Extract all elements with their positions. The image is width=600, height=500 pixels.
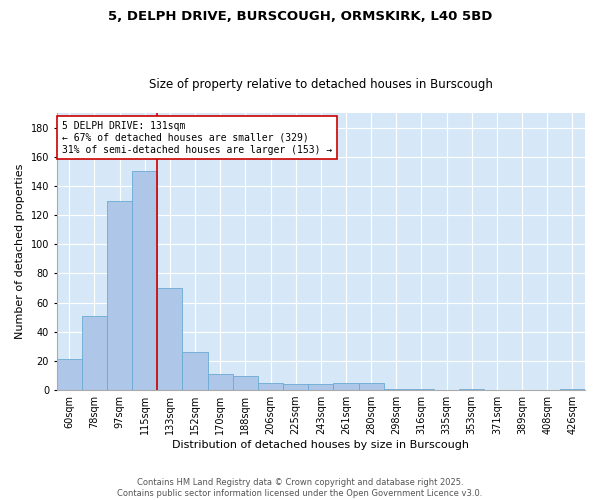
Bar: [560, 388, 585, 390]
Bar: [182, 352, 208, 390]
Bar: [208, 374, 233, 390]
X-axis label: Distribution of detached houses by size in Burscough: Distribution of detached houses by size …: [172, 440, 469, 450]
Text: Contains HM Land Registry data © Crown copyright and database right 2025.
Contai: Contains HM Land Registry data © Crown c…: [118, 478, 482, 498]
Bar: [82, 316, 107, 390]
Bar: [233, 376, 258, 390]
Bar: [56, 360, 82, 390]
Bar: [283, 384, 308, 390]
Title: Size of property relative to detached houses in Burscough: Size of property relative to detached ho…: [149, 78, 493, 91]
Text: 5 DELPH DRIVE: 131sqm
← 67% of detached houses are smaller (329)
31% of semi-det: 5 DELPH DRIVE: 131sqm ← 67% of detached …: [62, 122, 332, 154]
Bar: [459, 388, 484, 390]
Text: 5, DELPH DRIVE, BURSCOUGH, ORMSKIRK, L40 5BD: 5, DELPH DRIVE, BURSCOUGH, ORMSKIRK, L40…: [108, 10, 492, 23]
Bar: [334, 383, 359, 390]
Bar: [409, 388, 434, 390]
Bar: [384, 388, 409, 390]
Bar: [308, 384, 334, 390]
Bar: [359, 383, 384, 390]
Bar: [258, 383, 283, 390]
Bar: [132, 172, 157, 390]
Y-axis label: Number of detached properties: Number of detached properties: [15, 164, 25, 339]
Bar: [157, 288, 182, 390]
Bar: [107, 200, 132, 390]
